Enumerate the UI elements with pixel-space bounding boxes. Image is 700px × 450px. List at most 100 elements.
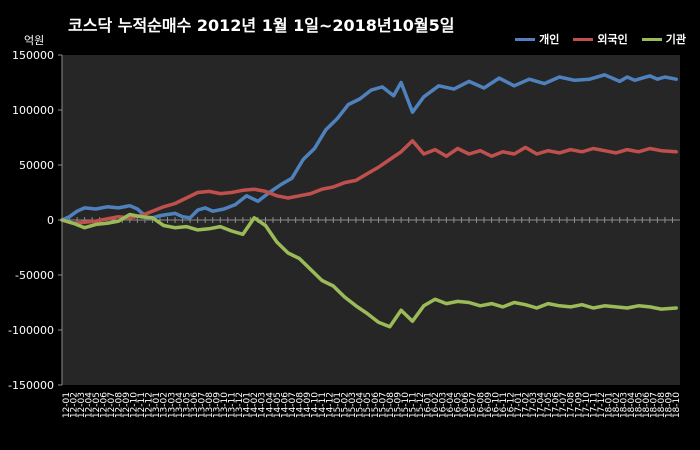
x-tick-label: 13-11 — [228, 392, 238, 418]
x-tick-label: 14-06 — [280, 392, 290, 418]
y-tick-label: 150000 — [12, 49, 54, 62]
x-tick-label: 17-06 — [552, 392, 562, 418]
x-tick-label: 12-06 — [99, 392, 109, 418]
legend-label-institution: 기관 — [665, 33, 686, 46]
x-tick-label: 17-08 — [567, 392, 577, 418]
x-tick-label: 16-03 — [439, 392, 449, 418]
series-line-2 — [60, 212, 678, 329]
x-tick-label: 15-08 — [386, 392, 396, 418]
x-tick-label: 14-03 — [258, 392, 268, 418]
x-tick-label: 17-12 — [597, 392, 607, 418]
x-tick-label: 15-09 — [393, 392, 403, 418]
y-axis-unit-label: 억원 — [24, 34, 45, 47]
x-tick-label: 16-09 — [484, 392, 494, 418]
y-tick-label: -100000 — [8, 324, 54, 337]
x-tick-label: 15-11 — [408, 392, 418, 418]
x-tick-label: 12-09 — [122, 392, 132, 418]
y-tick-label: -50000 — [15, 269, 54, 282]
x-tick-label: 18-06 — [642, 392, 652, 418]
x-tick-label: 17-01 — [514, 392, 524, 418]
x-tick-label: 14-08 — [295, 392, 305, 418]
x-tick-label: 13-04 — [175, 392, 185, 418]
x-tick-label: 15-01 — [333, 392, 343, 418]
y-tick-label: -150000 — [8, 379, 54, 392]
x-tick-label: 13-12 — [235, 392, 245, 418]
x-tick-label: 14-10 — [310, 392, 320, 418]
x-tick-label: 13-01 — [152, 392, 162, 418]
x-tick-label: 12-08 — [115, 392, 125, 418]
x-tick-label: 12-10 — [130, 392, 140, 418]
x-tick-label: 14-07 — [288, 392, 298, 418]
y-tick-label: 100000 — [12, 104, 54, 117]
x-tick-label: 18-04 — [627, 392, 637, 418]
x-tick-label: 17-10 — [582, 392, 592, 418]
x-tick-label: 16-12 — [506, 392, 516, 418]
x-tick-label: 13-09 — [213, 392, 223, 418]
x-tick-label: 17-05 — [544, 392, 554, 418]
x-tick-label: 13-08 — [205, 392, 215, 418]
x-tick-label: 14-05 — [273, 392, 283, 418]
x-tick-label: 17-04 — [537, 392, 547, 418]
x-tick-label: 16-01 — [424, 392, 434, 418]
x-tick-label: 18-08 — [657, 392, 667, 418]
x-tick-label: 16-07 — [469, 392, 479, 418]
x-tick-label: 15-03 — [348, 392, 358, 418]
x-tick-label: 18-07 — [650, 392, 660, 418]
x-tick-label: 12-11 — [137, 392, 147, 418]
y-tick-label: 0 — [47, 214, 54, 227]
legend-item-institution: 기관 — [641, 31, 686, 47]
x-tick-label: 14-12 — [326, 392, 336, 418]
legend-swatch-institution — [641, 37, 662, 41]
x-tick-label: 15-06 — [371, 392, 381, 418]
x-tick-label: 14-04 — [265, 392, 275, 418]
x-tick-label: 17-11 — [589, 392, 599, 418]
x-tick-label: 14-09 — [303, 392, 313, 418]
series-line-1 — [60, 139, 678, 226]
x-tick-label: 18-09 — [665, 392, 675, 418]
x-tick-label: 15-02 — [341, 392, 351, 418]
x-tick-label: 12-01 — [62, 392, 72, 418]
x-tick-label: 15-05 — [363, 392, 373, 418]
x-tick-label: 17-07 — [559, 392, 569, 418]
legend-item-individual: 개인 — [515, 31, 559, 47]
x-tick-label: 18-05 — [635, 392, 645, 418]
x-tick-label: 16-06 — [461, 392, 471, 418]
legend-swatch-foreign — [573, 37, 594, 41]
x-tick-label: 13-02 — [160, 392, 170, 418]
x-tick-label: 16-11 — [499, 392, 509, 418]
legend-swatch-individual — [515, 37, 536, 41]
x-tick-label: 12-03 — [77, 392, 87, 418]
legend-label-individual: 개인 — [539, 33, 560, 46]
x-tick-label: 16-04 — [446, 392, 456, 418]
x-tick-label: 12-12 — [145, 392, 155, 418]
legend-label-foreign: 외국인 — [597, 33, 628, 46]
x-tick-label: 18-02 — [612, 392, 622, 418]
x-tick-label: 12-04 — [84, 392, 94, 418]
x-tick-label: 13-03 — [167, 392, 177, 418]
chart-title: 코스닥 누적순매수 2012년 1월 1일~2018년10월5일 — [68, 16, 455, 35]
x-tick-label: 13-05 — [182, 392, 192, 418]
x-tick-label: 16-10 — [491, 392, 501, 418]
x-tick-label: 14-02 — [250, 392, 260, 418]
x-tick-label: 12-07 — [107, 392, 117, 418]
y-tick-label: 50000 — [19, 159, 54, 172]
x-tick-label: 16-05 — [454, 392, 464, 418]
x-tick-label: 18-01 — [604, 392, 614, 418]
x-tick-label: 17-02 — [522, 392, 532, 418]
legend: 개인 외국인 기관 — [515, 31, 686, 47]
x-tick-label: 15-10 — [401, 392, 411, 418]
x-tick-label: 14-11 — [318, 392, 328, 418]
x-tick-label: 15-07 — [378, 392, 388, 418]
x-tick-label: 15-04 — [356, 392, 366, 418]
legend-item-foreign: 외국인 — [573, 31, 628, 47]
x-tick-label: 18-10 — [672, 392, 682, 418]
x-tick-label: 17-03 — [529, 392, 539, 418]
x-tick-label: 16-08 — [476, 392, 486, 418]
x-tick-label: 18-03 — [619, 392, 629, 418]
x-tick-label: 13-10 — [220, 392, 230, 418]
x-tick-label: 16-02 — [431, 392, 441, 418]
x-tick-label: 17-09 — [574, 392, 584, 418]
x-tick-label: 15-12 — [416, 392, 426, 418]
